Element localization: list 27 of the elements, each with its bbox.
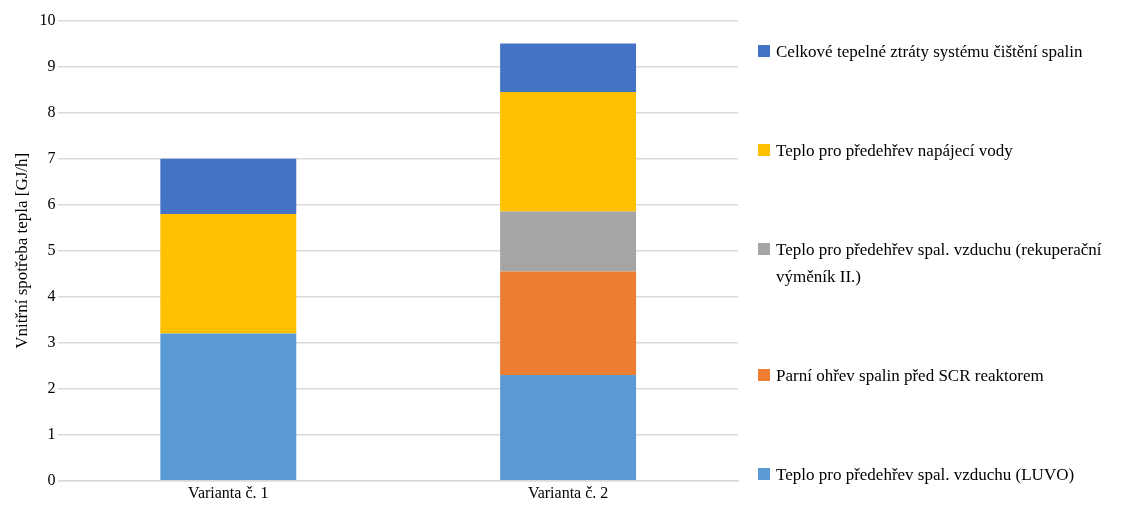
y-tick-label: 7 <box>47 148 56 166</box>
legend-label: Celkové tepelné ztráty systému čištění spalin <box>776 41 1084 63</box>
y-axis-title: Vnitřní spotřeba tepla [GJ/h] <box>11 152 31 349</box>
y-tick-label: 1 <box>47 424 56 442</box>
y-tick-label: 0 <box>47 471 56 488</box>
y-tick-label: 6 <box>47 194 56 212</box>
bar <box>160 213 297 334</box>
legend-label: Parní ohřev spalin před SCR reaktorem <box>776 365 1045 387</box>
bar <box>500 91 637 212</box>
y-tick-label: 2 <box>47 378 56 396</box>
x-tick-label: Varianta č. 1 <box>188 483 269 501</box>
bar <box>500 374 637 481</box>
bar <box>500 43 637 92</box>
y-tick-label: 8 <box>47 102 56 120</box>
legend-label: Teplo pro předehřev spal. vzduchu (rekuperační výměník II.) <box>776 239 1103 288</box>
bar <box>500 271 637 375</box>
y-tick-label: 9 <box>47 56 56 74</box>
bar <box>160 333 297 481</box>
legend-label: Teplo pro předehřev napájecí vody <box>776 140 1014 162</box>
y-tick-label: 5 <box>47 240 56 258</box>
legend-label: Teplo pro předehřev spal. vzduchu (LUVO) <box>776 464 1076 486</box>
y-tick-label: 4 <box>47 286 56 304</box>
bar <box>160 158 297 214</box>
x-tick-label: Varianta č. 2 <box>527 483 609 501</box>
y-tick-label: 3 <box>47 332 56 350</box>
y-tick-label: 10 <box>39 10 56 28</box>
bar <box>500 211 637 272</box>
